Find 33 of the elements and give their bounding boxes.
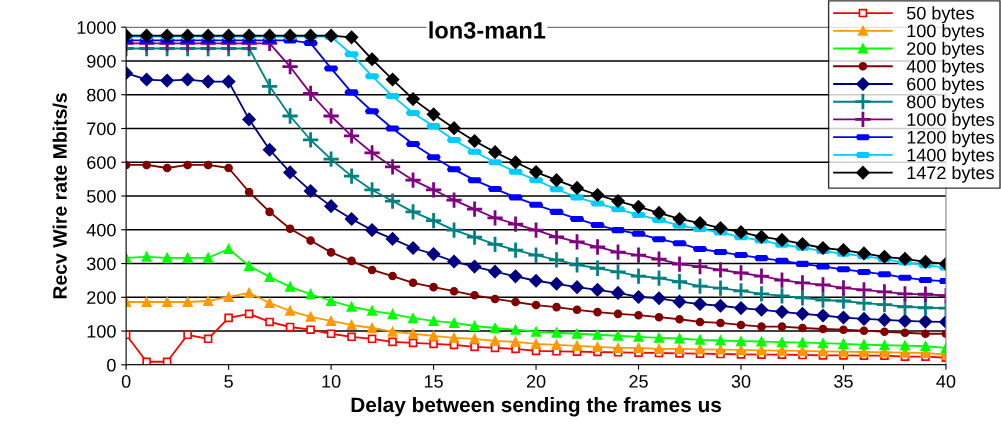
x-axis-title: Delay between sending the frames us	[351, 396, 722, 417]
legend-label: 200 bytes	[907, 41, 984, 59]
y-tick-label: 400	[86, 223, 116, 237]
chart-title: lon3-man1	[429, 21, 546, 39]
legend-label: 50 bytes	[906, 6, 974, 24]
legend-label: 1472 bytes	[907, 165, 994, 183]
legend-label: 100 bytes	[907, 24, 984, 41]
x-tick-label: 20	[526, 375, 546, 388]
x-tick-label: 35	[834, 375, 853, 388]
x-tick-label: 30	[731, 375, 751, 388]
y-axis-title: Recv Wire rate Mbits/s	[52, 93, 68, 299]
legend-label: 1200 bytes	[907, 130, 994, 148]
x-tick-label: 40	[936, 375, 956, 388]
y-tick-label: 800	[87, 88, 116, 102]
x-tick-label: 10	[322, 375, 341, 388]
y-tick-label: 1000	[77, 21, 116, 34]
x-tick-label: 0	[121, 375, 131, 388]
y-tick-label: 0	[107, 358, 116, 372]
legend-label: 1000 bytes	[907, 112, 994, 130]
x-tick-label: 25	[629, 375, 648, 388]
y-tick-label: 900	[87, 54, 116, 68]
legend-label: 1400 bytes	[907, 148, 994, 165]
y-tick-label: 600	[87, 156, 116, 169]
y-tick-label: 500	[87, 189, 116, 203]
y-tick-label: 700	[87, 122, 116, 136]
y-tick-label: 300	[86, 257, 116, 271]
y-tick-label: 100	[87, 324, 116, 338]
legend-label: 600 bytes	[907, 77, 984, 95]
x-tick-label: 5	[224, 375, 233, 388]
legend-label: 400 bytes	[906, 59, 984, 77]
x-tick-label: 15	[424, 375, 443, 388]
legend-label: 800 bytes	[907, 94, 984, 112]
y-tick-label: 200	[87, 291, 116, 305]
